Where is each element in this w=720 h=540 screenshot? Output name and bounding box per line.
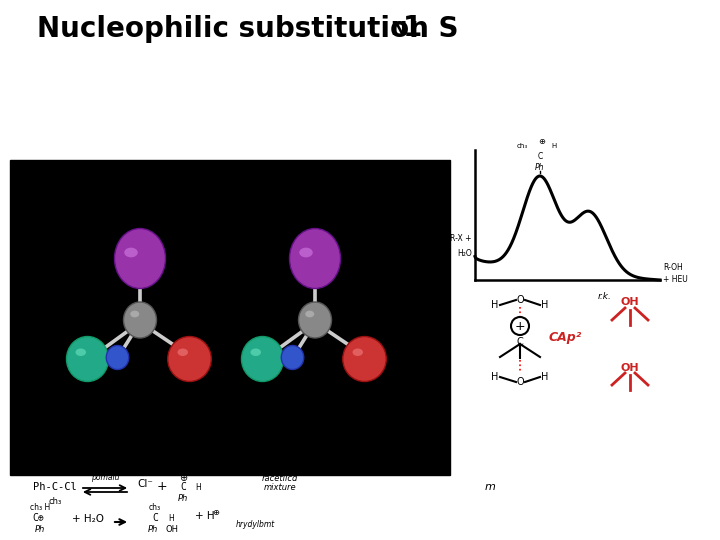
Ellipse shape	[66, 336, 109, 381]
Text: C: C	[537, 152, 542, 160]
Ellipse shape	[241, 336, 284, 381]
Text: C: C	[180, 482, 186, 492]
Ellipse shape	[125, 248, 138, 258]
Ellipse shape	[305, 310, 314, 318]
Text: ch₃: ch₃	[517, 143, 528, 149]
Text: Ph: Ph	[148, 525, 158, 534]
Text: OH: OH	[621, 363, 639, 373]
Ellipse shape	[178, 348, 188, 356]
Text: H: H	[491, 372, 499, 382]
Text: O: O	[516, 377, 524, 387]
Text: O: O	[516, 295, 524, 305]
Ellipse shape	[289, 228, 341, 288]
Text: r.k.: r.k.	[598, 292, 611, 301]
Text: H: H	[552, 143, 557, 149]
Text: ch₃: ch₃	[177, 465, 189, 474]
Text: racetilcd: racetilcd	[262, 474, 298, 483]
Text: mixture: mixture	[264, 483, 297, 492]
Ellipse shape	[251, 348, 261, 356]
Ellipse shape	[343, 336, 386, 381]
Text: H: H	[541, 372, 549, 382]
Text: Ph: Ph	[535, 163, 544, 172]
Ellipse shape	[130, 310, 139, 318]
Ellipse shape	[300, 248, 312, 258]
Ellipse shape	[282, 346, 304, 369]
Text: R-X +: R-X +	[451, 234, 472, 243]
Text: OH: OH	[621, 297, 639, 307]
Text: +: +	[515, 320, 526, 333]
Text: +: +	[157, 480, 167, 493]
Text: R-OH: R-OH	[663, 262, 683, 272]
Text: 1: 1	[403, 14, 422, 42]
Ellipse shape	[353, 348, 363, 356]
Text: Cl⁻: Cl⁻	[137, 479, 153, 489]
Text: C⊕: C⊕	[32, 513, 44, 523]
Text: ⊕: ⊕	[179, 473, 187, 483]
Text: H: H	[541, 300, 549, 310]
Text: Ph: Ph	[178, 494, 188, 503]
Text: ch₃: ch₃	[48, 497, 62, 506]
Text: + HEU: + HEU	[663, 275, 688, 285]
Ellipse shape	[299, 302, 331, 338]
Text: ch₃: ch₃	[48, 469, 62, 478]
Text: C: C	[517, 337, 523, 347]
Text: ch₃ H: ch₃ H	[30, 503, 50, 512]
Text: + H: + H	[195, 511, 215, 521]
Text: H: H	[195, 483, 201, 492]
Ellipse shape	[114, 228, 166, 288]
Text: pomalu: pomalu	[91, 473, 120, 482]
Text: H: H	[491, 300, 499, 310]
Text: H₂O: H₂O	[457, 249, 472, 259]
Ellipse shape	[124, 302, 156, 338]
Text: + H₂O: + H₂O	[72, 514, 104, 524]
Text: H: H	[168, 514, 174, 523]
Text: m: m	[485, 482, 495, 492]
Text: Ph: Ph	[35, 525, 45, 534]
Text: N: N	[390, 20, 406, 39]
Ellipse shape	[107, 346, 129, 369]
Text: Nucleophilic substitution S: Nucleophilic substitution S	[37, 15, 459, 43]
Text: Ph-C-Cl: Ph-C-Cl	[33, 482, 77, 492]
Text: ch₃: ch₃	[149, 503, 161, 512]
Text: hrydylbmt: hrydylbmt	[235, 520, 274, 529]
Ellipse shape	[168, 336, 211, 381]
Text: CAp²: CAp²	[549, 332, 582, 345]
Bar	[10, 160, 450, 475]
Text: OH: OH	[166, 525, 179, 534]
Ellipse shape	[76, 348, 86, 356]
Text: ⊕: ⊕	[539, 137, 545, 145]
Text: ⊕: ⊕	[212, 508, 219, 517]
Text: C: C	[152, 513, 158, 523]
